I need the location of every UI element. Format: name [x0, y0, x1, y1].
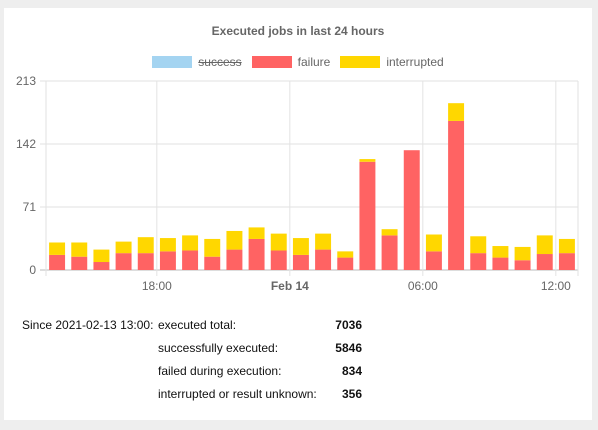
legend-label-success: success	[198, 55, 242, 69]
stats-summary: Since 2021-02-13 13:00: executed total: …	[22, 318, 362, 410]
bar-interrupted	[514, 246, 531, 261]
bar-failure	[425, 251, 442, 270]
bar-failure	[315, 249, 332, 270]
legend-swatch-interrupted	[340, 56, 381, 68]
bar-failure	[514, 260, 531, 270]
bar-interrupted	[93, 249, 110, 263]
bar-failure	[248, 238, 265, 270]
legend-label-failure: failure	[297, 55, 331, 69]
stats-value-success: 5846	[335, 341, 362, 355]
stats-value-total: 7036	[335, 318, 362, 332]
x-tick-label: Feb 14	[271, 279, 309, 293]
bar-failure	[448, 120, 465, 271]
y-tick-label: 71	[23, 200, 37, 214]
bar-interrupted	[359, 159, 376, 162]
legend-swatch-success	[152, 56, 193, 68]
bar-failure	[71, 256, 88, 270]
bar-failure	[159, 251, 176, 270]
bar-failure	[403, 150, 420, 270]
bar-failure	[470, 253, 487, 270]
bar-interrupted	[159, 238, 176, 252]
legend-item-interrupted[interactable]: interrupted	[340, 55, 444, 69]
bar-failure	[292, 254, 309, 270]
bar-failure	[270, 250, 287, 270]
stats-row-failed: failed during execution: 834	[22, 364, 362, 387]
legend-label-interrupted: interrupted	[386, 55, 444, 69]
bar-failure	[49, 254, 66, 270]
legend-swatch-failure	[251, 56, 292, 68]
stats-row-total: Since 2021-02-13 13:00: executed total: …	[22, 318, 362, 341]
stats-since-label: Since 2021-02-13 13:00:	[22, 318, 154, 332]
bar-interrupted	[470, 236, 487, 254]
bar-failure	[115, 253, 132, 270]
bar-failure	[93, 262, 110, 270]
stats-label-success: successfully executed:	[158, 341, 279, 355]
bar-interrupted	[49, 242, 66, 255]
bar-failure	[337, 257, 354, 270]
bar-interrupted	[337, 251, 354, 258]
bar-interrupted	[226, 230, 243, 250]
y-tick-label: 213	[16, 74, 36, 88]
stats-value-failed: 834	[341, 364, 362, 378]
y-tick-label: 142	[16, 137, 36, 151]
bar-interrupted	[292, 238, 309, 255]
bar-failure	[182, 250, 199, 270]
bar-failure	[137, 253, 154, 270]
bar-chart: 0 71 142 213 18:00 Feb 14 06:00 12:00	[16, 74, 579, 293]
legend-item-failure[interactable]: failure	[251, 55, 331, 69]
bar-interrupted	[315, 233, 332, 250]
bar-interrupted	[381, 229, 398, 236]
x-tick-label: 18:00	[142, 279, 172, 293]
stats-row-interrupted: interrupted or result unknown: 356	[22, 387, 362, 410]
stats-row-success: successfully executed: 5846	[22, 341, 362, 364]
x-tick-label: 06:00	[408, 279, 438, 293]
bar-failure	[558, 253, 575, 270]
bar-interrupted	[248, 227, 265, 239]
bar-failure	[381, 235, 398, 270]
bar-failure	[204, 256, 221, 270]
bar-interrupted	[137, 237, 154, 254]
bar-interrupted	[448, 103, 465, 121]
chart-title: Executed jobs in last 24 hours	[211, 24, 385, 38]
stats-label-failed: failed during execution:	[158, 364, 282, 378]
bar-interrupted	[536, 235, 553, 255]
chart-legend: success failure interrupted	[4, 55, 592, 69]
x-tick-label: 12:00	[541, 279, 571, 293]
bar-failure	[359, 161, 376, 270]
y-tick-label: 0	[29, 263, 36, 277]
stats-label-total: executed total:	[158, 318, 237, 332]
bar-interrupted	[270, 233, 287, 251]
legend-item-success[interactable]: success	[152, 55, 242, 69]
bar-interrupted	[425, 234, 442, 252]
bar-interrupted	[204, 238, 221, 257]
stats-value-interrupted: 356	[341, 387, 362, 401]
bar-interrupted	[71, 242, 88, 257]
bar-interrupted	[115, 241, 132, 254]
bar-failure	[536, 254, 553, 270]
bar-failure	[492, 257, 509, 270]
bar-failure	[226, 249, 243, 270]
stats-label-interrupted: interrupted or result unknown:	[158, 387, 317, 401]
bar-interrupted	[558, 238, 575, 254]
bar-interrupted	[492, 246, 509, 258]
bar-interrupted	[182, 235, 199, 251]
chart-panel: Executed jobs in last 24 hours success f…	[4, 8, 592, 420]
